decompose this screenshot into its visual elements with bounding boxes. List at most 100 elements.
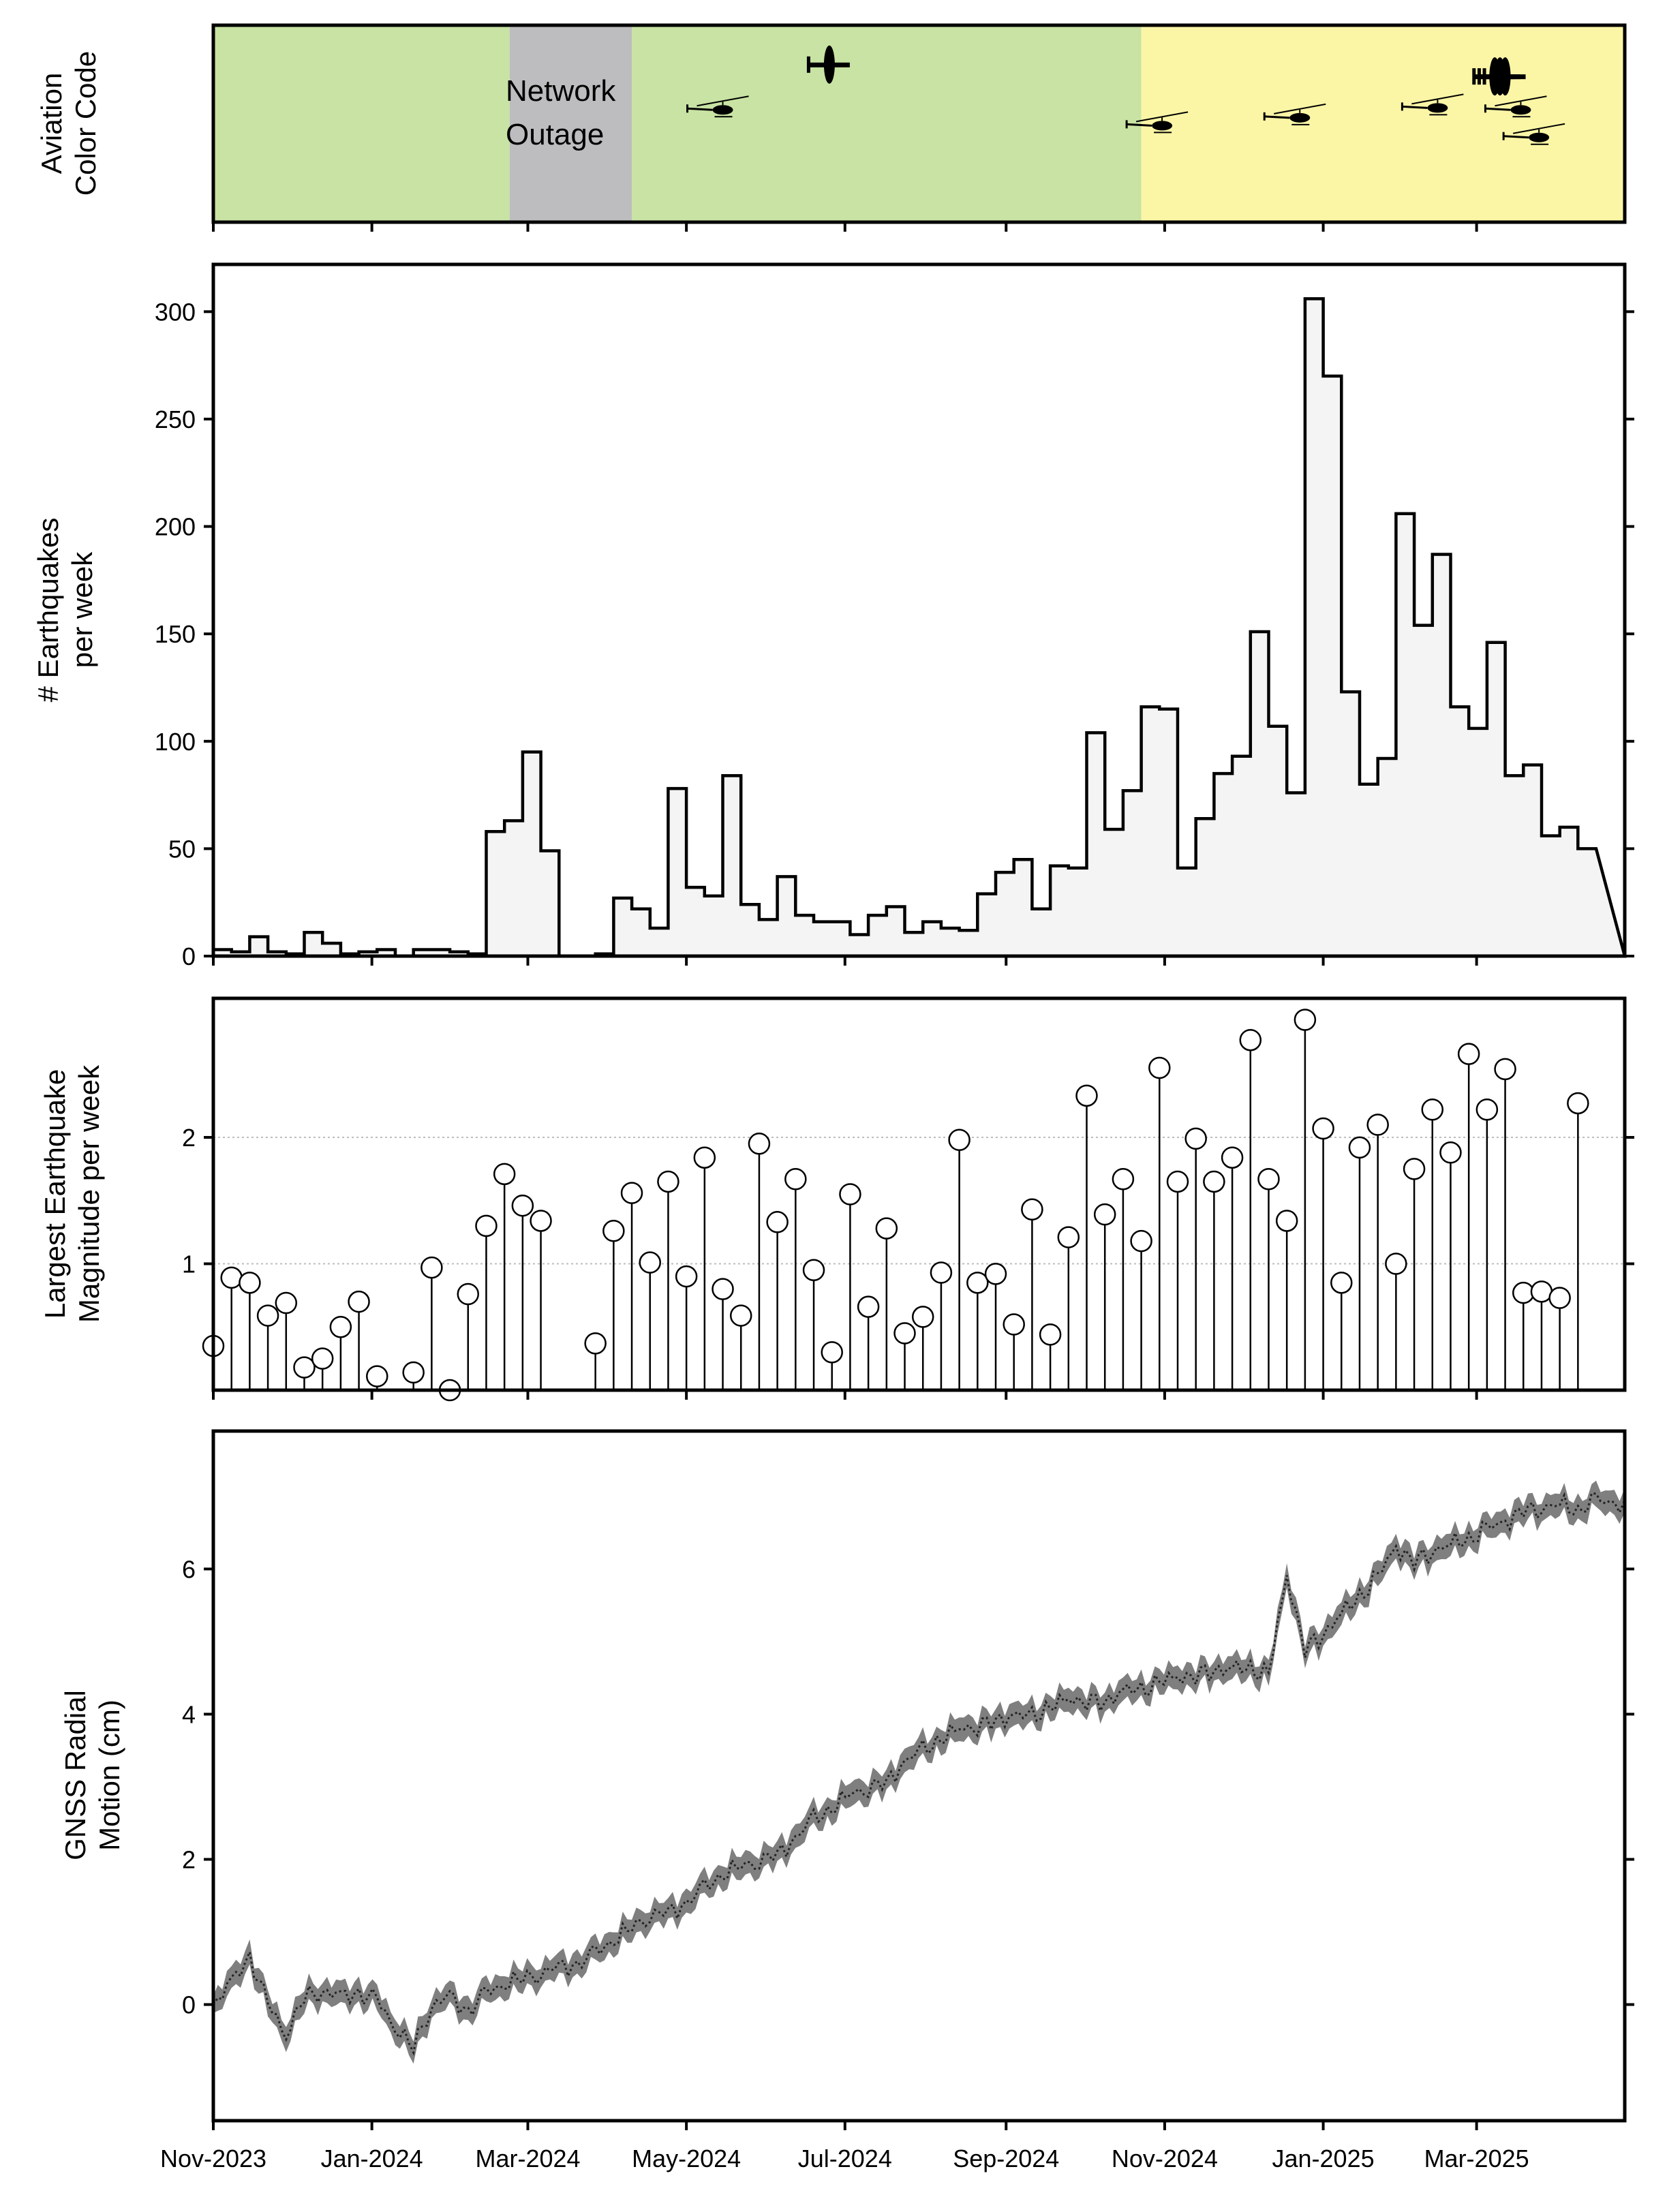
- magnitude-marker-66: [1403, 1158, 1426, 1180]
- magnitude-marker-8: [348, 1290, 370, 1313]
- magnitude-marker-45: [1021, 1198, 1043, 1221]
- magnitude-marker-57: [1239, 1028, 1262, 1051]
- magnitude-marker-60: [1294, 1009, 1317, 1031]
- magnitude-marker-25: [657, 1170, 679, 1193]
- magnitude-marker-7: [329, 1316, 352, 1338]
- magnitude-marker-30: [748, 1133, 771, 1155]
- magnitude-marker-21: [584, 1332, 607, 1355]
- gnss-uncertainty-band: [213, 1480, 1625, 2064]
- aviation-period-green-0: [213, 25, 510, 222]
- overflight-helicopter-icon-3: [1263, 103, 1326, 125]
- overflight-helicopter-icon-8: [1484, 95, 1547, 118]
- overflight-helicopter-icon-9: [1502, 123, 1565, 145]
- gnss-ylabel-line-1: GNSS Radial: [59, 1690, 91, 1860]
- magnitude-x-ticks: [212, 1390, 1478, 1400]
- aviation-color-code-panel: Network Outage Aviation Color Code: [35, 23, 1627, 232]
- magnitude-marker-18: [530, 1210, 552, 1232]
- earthquake-count-panel: 0 50 100 150 200 250 300 # Earthquakes per wee…: [32, 262, 1634, 970]
- network-outage-label-line-2: Outage: [506, 118, 604, 151]
- magnitude-marker-5: [293, 1356, 316, 1379]
- magnitude-marker-55: [1203, 1170, 1225, 1193]
- magnitude-marker-48: [1075, 1084, 1098, 1107]
- x-tick-label-8: Mar-2025: [1424, 2145, 1529, 2172]
- overflight-helicopter-icon-1: [686, 95, 749, 118]
- magnitude-panel-frame: [211, 996, 1627, 1392]
- y-tick-label-0: 0: [182, 1991, 196, 2019]
- magnitude-marker-62: [1330, 1272, 1353, 1294]
- magnitude-marker-41: [948, 1128, 970, 1151]
- magnitude-marker-33: [802, 1259, 825, 1282]
- magnitude-marker-1: [220, 1266, 243, 1289]
- magnitude-marker-52: [1148, 1056, 1171, 1079]
- aviation-period-unassigned-1: [509, 25, 632, 222]
- aviation-ylabel-line-2: Color Code: [70, 51, 102, 196]
- count-x-ticks: [212, 956, 1478, 966]
- x-tick-label-6: Nov-2024: [1112, 2145, 1218, 2172]
- magnitude-ylabel-line-2: Magnitude per week: [73, 1064, 105, 1323]
- magnitude-marker-34: [821, 1341, 843, 1364]
- magnitude-marker-9: [366, 1365, 388, 1387]
- magnitude-marker-16: [493, 1163, 516, 1186]
- magnitude-marker-65: [1385, 1253, 1407, 1275]
- overflight-plane-icon-7: [1482, 57, 1526, 96]
- y-tick-label-6: 300: [155, 298, 196, 326]
- y-tick-label-4: 200: [155, 513, 196, 541]
- aviation-panel-frame: [211, 23, 1627, 224]
- y-tick-label-1: 50: [168, 835, 196, 863]
- magnitude-marker-42: [966, 1272, 989, 1294]
- gnss-panel-frame: [211, 1429, 1627, 2123]
- magnitude-marker-70: [1475, 1098, 1499, 1121]
- magnitude-marker-74: [1548, 1287, 1571, 1309]
- aviation-x-ticks: [212, 222, 1478, 232]
- magnitude-marker-46: [1039, 1323, 1062, 1346]
- magnitude-marker-54: [1184, 1127, 1207, 1150]
- magnitude-marker-24: [639, 1251, 662, 1274]
- aviation-period-green-2: [632, 25, 1142, 222]
- magnitude-marker-4: [275, 1291, 298, 1315]
- magnitude-gridlines: [213, 1137, 1625, 1265]
- max-magnitude-panel: 12 Largest Earthquake Magnitude per week: [39, 996, 1634, 1402]
- y-tick-label-3: 6: [182, 1555, 196, 1583]
- magnitude-marker-2: [239, 1272, 261, 1294]
- magnitude-marker-22: [602, 1220, 625, 1242]
- x-tick-label-1: Jan-2024: [321, 2145, 423, 2172]
- magnitude-marker-67: [1421, 1098, 1444, 1121]
- magnitude-marker-12: [420, 1256, 443, 1279]
- magnitude-marker-6: [311, 1347, 334, 1370]
- x-tick-label-4: Jul-2024: [798, 2145, 892, 2172]
- gnss-y-ticks: 0 2 4 6: [182, 1555, 1634, 2019]
- magnitude-marker-31: [766, 1211, 789, 1233]
- magnitude-marker-38: [893, 1322, 916, 1345]
- magnitude-marker-27: [693, 1146, 716, 1169]
- y-tick-label-5: 250: [155, 405, 196, 433]
- y-tick-label-1: 2: [182, 1124, 196, 1152]
- magnitude-marker-50: [1112, 1167, 1135, 1191]
- magnitude-marker-17: [511, 1194, 534, 1217]
- network-outage-label-line-1: Network: [506, 74, 616, 108]
- magnitude-marker-69: [1457, 1043, 1480, 1065]
- magnitude-marker-40: [930, 1261, 953, 1284]
- magnitude-marker-51: [1130, 1229, 1152, 1253]
- magnitude-marker-36: [857, 1295, 880, 1318]
- overflight-plane-icon-0: [806, 45, 850, 84]
- x-tick-label-5: Sep-2024: [953, 2145, 1059, 2172]
- magnitude-marker-26: [675, 1265, 698, 1288]
- magnitude-marker-71: [1494, 1058, 1516, 1081]
- magnitude-marker-56: [1221, 1146, 1244, 1169]
- count-ylabel-line-2: per week: [66, 551, 98, 668]
- magnitude-marker-64: [1366, 1113, 1389, 1136]
- overflight-icons: [686, 45, 1565, 145]
- y-tick-label-2: 4: [182, 1700, 196, 1728]
- count-panel-frame: [211, 262, 1627, 958]
- magnitude-marker-63: [1348, 1136, 1371, 1159]
- x-tick-label-0: Nov-2023: [160, 2145, 266, 2172]
- x-tick-label-2: Mar-2024: [475, 2145, 580, 2172]
- magnitude-stems: [202, 1009, 1589, 1402]
- magnitude-marker-49: [1093, 1203, 1116, 1226]
- x-tick-label-3: May-2024: [632, 2145, 741, 2172]
- magnitude-marker-35: [839, 1183, 861, 1205]
- gnss-radial-motion-panel: 0 2 4 6 Nov-2023 Jan-2024 Mar-2024 May-2024 Jul…: [59, 1429, 1634, 2172]
- magnitude-marker-59: [1275, 1210, 1298, 1232]
- overflight-helicopter-icon-4: [1401, 93, 1464, 116]
- y-tick-label-0: 1: [182, 1250, 196, 1278]
